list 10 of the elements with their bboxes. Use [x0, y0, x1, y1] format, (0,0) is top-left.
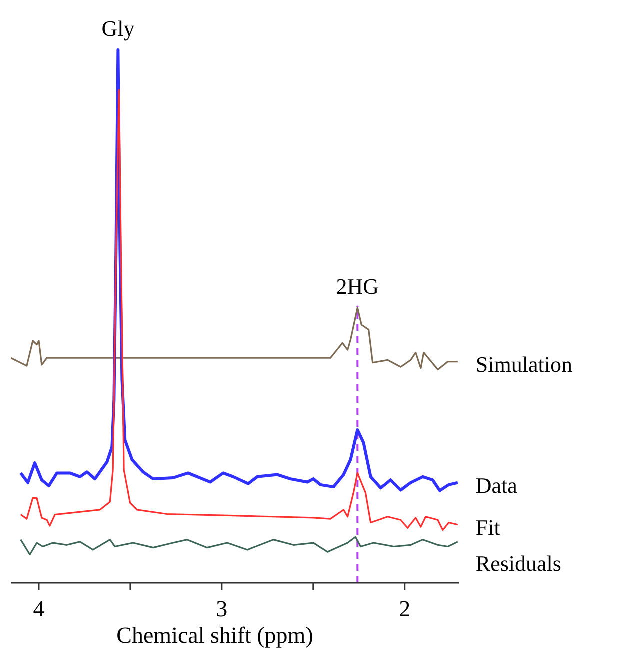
x-tick-label: 4 [33, 596, 46, 622]
x-tick-label: 3 [216, 596, 228, 622]
x-tick-label: 2 [399, 596, 411, 622]
series-label: Simulation [476, 352, 572, 377]
series-label: Fit [476, 514, 500, 540]
series-label: Data [476, 472, 518, 498]
x-axis-title: Chemical shift (ppm) [116, 623, 314, 648]
series-label: Residuals [476, 550, 562, 576]
annotation: 2HG [336, 274, 380, 299]
annotation: Gly [102, 16, 135, 41]
